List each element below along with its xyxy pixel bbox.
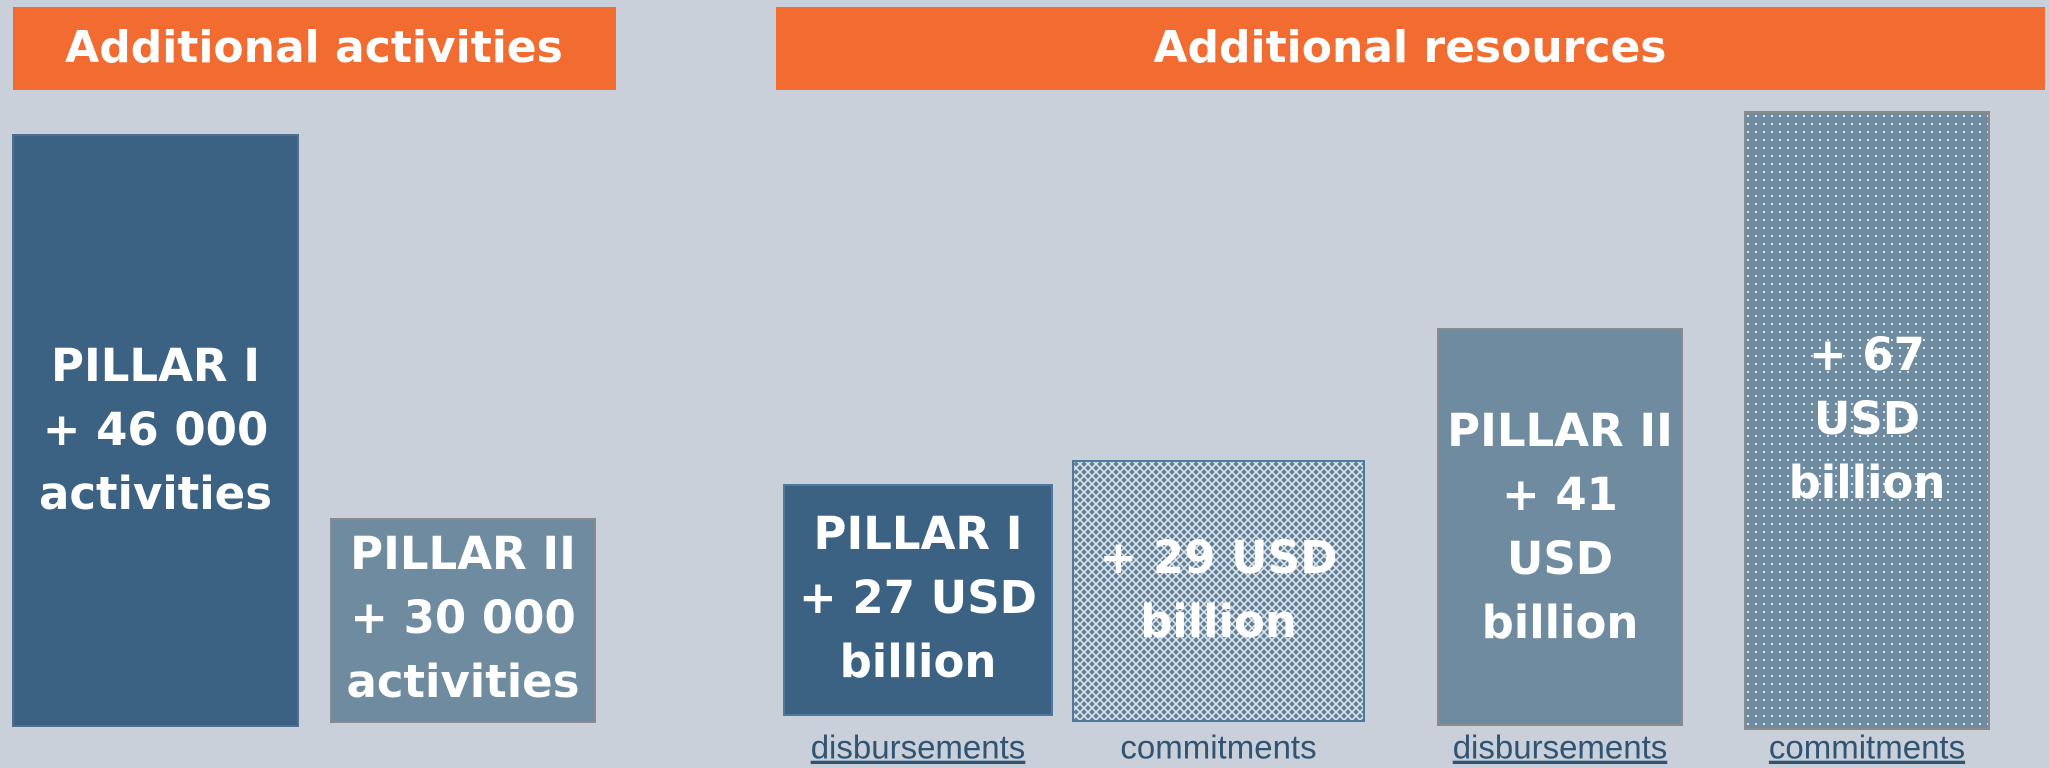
- header: Additional activities: [65, 22, 563, 73]
- caption: disbursements: [811, 729, 1026, 766]
- header-bar: [776, 7, 2045, 90]
- box-label: + 41: [1502, 468, 1618, 521]
- box-label: billion: [1482, 596, 1639, 649]
- box: [1072, 460, 1365, 722]
- box: [1744, 111, 1990, 730]
- box: [783, 484, 1053, 716]
- box-label: billion: [840, 635, 997, 688]
- box-label: PILLAR II: [1447, 404, 1673, 457]
- box-label: PILLAR I: [814, 507, 1023, 560]
- box-label: + 46 000: [43, 403, 269, 456]
- box-label: USD: [1814, 392, 1920, 445]
- header: Additional resources: [1154, 22, 1667, 73]
- box-label: activities: [347, 655, 580, 708]
- box: [330, 518, 596, 723]
- box-label: activities: [39, 467, 272, 520]
- box-label: USD: [1507, 532, 1613, 585]
- box: [12, 134, 299, 727]
- box-label: + 67: [1809, 328, 1925, 381]
- box-label: PILLAR I: [51, 339, 260, 392]
- caption: disbursements: [1453, 729, 1668, 766]
- box-label: billion: [1789, 456, 1946, 509]
- box-label: billion: [1140, 595, 1297, 648]
- box-label: + 29 USD: [1100, 531, 1338, 584]
- caption: commitments: [1120, 729, 1316, 766]
- header-bar: [13, 7, 616, 90]
- box-label: + 30 000: [350, 591, 576, 644]
- box-label: + 27 USD: [799, 571, 1037, 624]
- box: [1437, 328, 1683, 726]
- box-label: PILLAR II: [350, 527, 576, 580]
- caption: commitments: [1769, 729, 1965, 766]
